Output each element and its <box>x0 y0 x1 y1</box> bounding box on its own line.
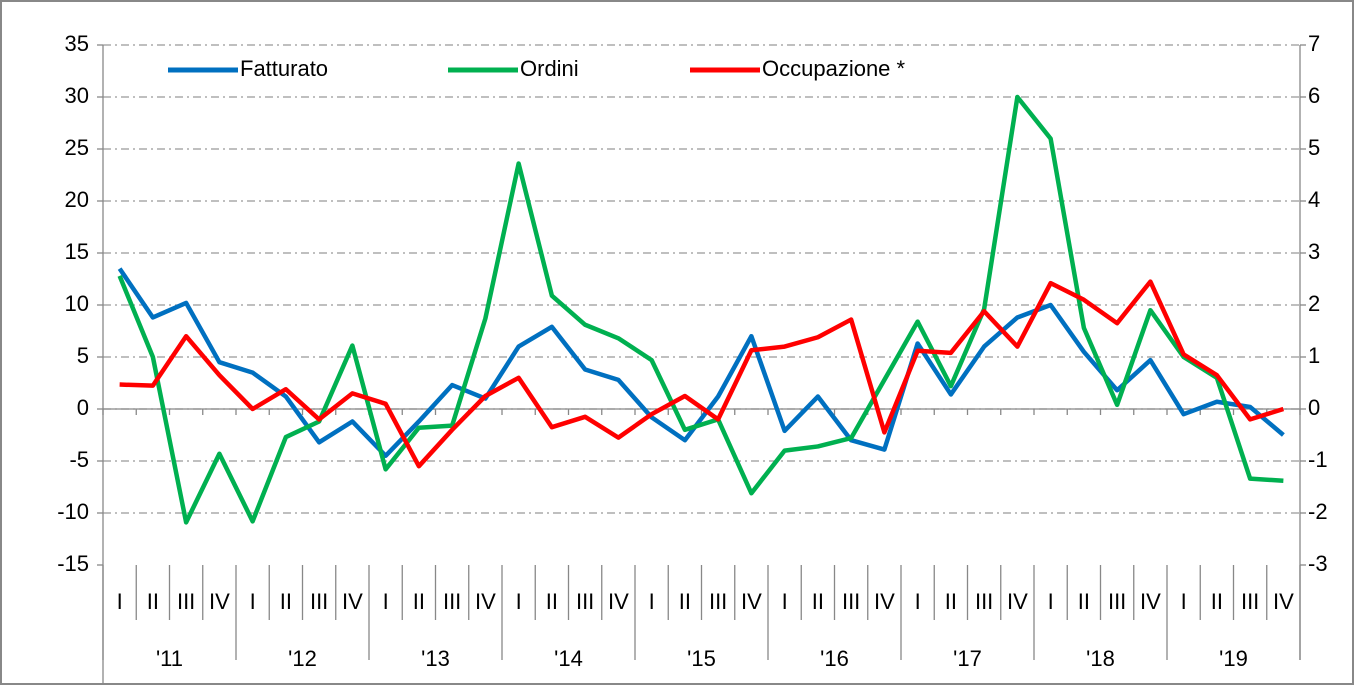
x-tick-label: IV <box>1140 589 1161 614</box>
y-tick-label: 5 <box>77 343 89 368</box>
series-line <box>117 267 1285 459</box>
x-tick-label: I <box>383 589 389 614</box>
x-tick-label: II <box>945 589 957 614</box>
x-tick-label: I <box>1048 589 1054 614</box>
x-tick-label: II <box>147 589 159 614</box>
y-tick-label: 0 <box>77 395 89 420</box>
y-tick-label: 10 <box>65 291 89 316</box>
x-tick-label: I <box>782 589 788 614</box>
y2-tick-label: 3 <box>1308 239 1320 264</box>
y2-tick-label: 4 <box>1308 187 1320 212</box>
y-tick-label: 25 <box>65 135 89 160</box>
x-tick-label: III <box>1241 589 1259 614</box>
x-tick-label: II <box>546 589 558 614</box>
x-tick-label: I <box>117 589 123 614</box>
x-tick-label: IV <box>209 589 230 614</box>
x-tick-label: IV <box>342 589 363 614</box>
y2-tick-label: 5 <box>1308 135 1320 160</box>
year-label: '11 <box>156 646 183 671</box>
x-tick-label: III <box>709 589 727 614</box>
y-tick-label: -5 <box>69 447 89 472</box>
x-tick-label: II <box>1078 589 1090 614</box>
legend-label: Occupazione * <box>762 56 906 81</box>
legend-label: Ordini <box>520 56 579 81</box>
y2-tick-label: 6 <box>1308 83 1320 108</box>
y2-tick-label: -3 <box>1308 551 1328 576</box>
y2-tick-label: 1 <box>1308 343 1320 368</box>
y-tick-label: 15 <box>65 239 89 264</box>
x-tick-label: II <box>1211 589 1223 614</box>
x-tick-label: I <box>516 589 522 614</box>
year-label: '16 <box>820 646 849 671</box>
y2-tick-label: -1 <box>1308 447 1328 472</box>
x-tick-label: I <box>250 589 256 614</box>
year-label: '14 <box>554 646 583 671</box>
y-tick-label: -10 <box>57 499 89 524</box>
x-tick-label: IV <box>608 589 629 614</box>
year-label: '18 <box>1086 646 1115 671</box>
year-label: '17 <box>953 646 982 671</box>
x-tick-label: I <box>915 589 921 614</box>
x-tick-label: II <box>679 589 691 614</box>
x-tick-label: III <box>975 589 993 614</box>
year-label: '12 <box>288 646 317 671</box>
y2-tick-label: 7 <box>1308 31 1320 56</box>
legend-label: Fatturato <box>240 56 328 81</box>
year-label: '19 <box>1219 646 1248 671</box>
x-tick-label: IV <box>475 589 496 614</box>
y-tick-label: -15 <box>57 551 89 576</box>
x-tick-label: III <box>576 589 594 614</box>
x-tick-label: III <box>443 589 461 614</box>
x-tick-label: IV <box>1273 589 1294 614</box>
x-tick-label: IV <box>741 589 762 614</box>
x-tick-label: II <box>812 589 824 614</box>
x-tick-label: IV <box>874 589 895 614</box>
year-label: '15 <box>687 646 716 671</box>
y2-tick-label: 2 <box>1308 291 1320 316</box>
x-tick-label: III <box>310 589 328 614</box>
y-tick-label: 20 <box>65 187 89 212</box>
series-line <box>119 279 1285 469</box>
y-tick-label: 35 <box>65 31 89 56</box>
x-tick-label: IV <box>1007 589 1028 614</box>
x-tick-label: III <box>177 589 195 614</box>
x-tick-label: II <box>413 589 425 614</box>
year-label: '13 <box>421 646 450 671</box>
x-tick-label: III <box>842 589 860 614</box>
y2-tick-label: 0 <box>1308 395 1320 420</box>
series-line <box>117 94 1284 525</box>
x-tick-label: I <box>649 589 655 614</box>
y-tick-label: 30 <box>65 83 89 108</box>
x-tick-label: III <box>1108 589 1126 614</box>
y2-tick-label: -2 <box>1308 499 1328 524</box>
x-tick-label: I <box>1181 589 1187 614</box>
x-tick-label: II <box>280 589 292 614</box>
